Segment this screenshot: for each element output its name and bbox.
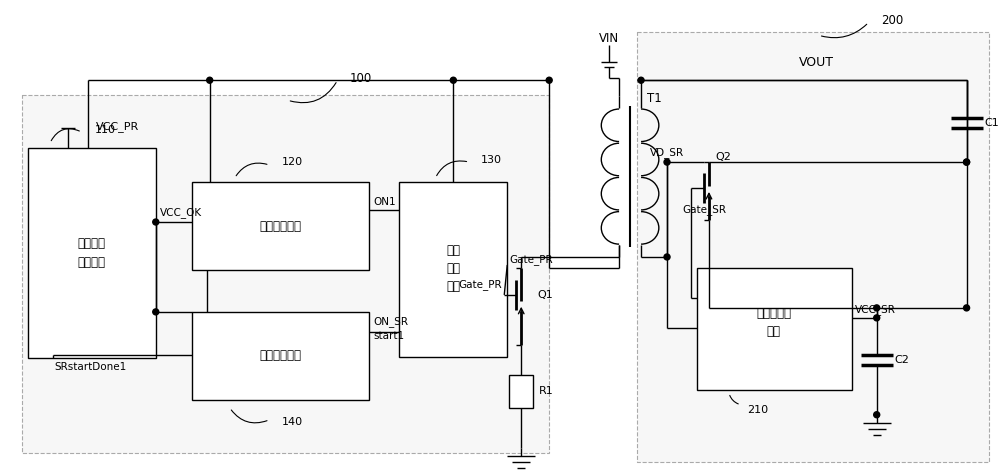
Circle shape bbox=[546, 77, 552, 83]
Text: C1: C1 bbox=[985, 118, 999, 128]
Text: R1: R1 bbox=[539, 386, 554, 396]
Circle shape bbox=[874, 412, 880, 418]
Text: 200: 200 bbox=[881, 14, 903, 27]
Circle shape bbox=[964, 305, 970, 311]
Bar bbox=[22, 95, 549, 453]
Text: SRstartDone1: SRstartDone1 bbox=[54, 362, 126, 372]
Text: 启动控制电路: 启动控制电路 bbox=[260, 349, 302, 362]
Bar bbox=[509, 375, 533, 408]
Circle shape bbox=[664, 254, 670, 260]
Text: VD_SR: VD_SR bbox=[650, 146, 684, 158]
Text: Gate_PR: Gate_PR bbox=[509, 254, 553, 266]
Circle shape bbox=[207, 77, 213, 83]
Text: 副边整流控
制器: 副边整流控 制器 bbox=[756, 308, 791, 338]
Text: Gate_SR: Gate_SR bbox=[682, 204, 726, 216]
Text: 140: 140 bbox=[282, 417, 303, 427]
Bar bbox=[399, 182, 507, 357]
Text: Gate_PR: Gate_PR bbox=[459, 279, 502, 291]
Text: 原边
驱动
电路: 原边 驱动 电路 bbox=[446, 244, 460, 293]
Circle shape bbox=[874, 315, 880, 321]
Circle shape bbox=[664, 159, 670, 165]
Circle shape bbox=[153, 219, 159, 225]
Text: VIN: VIN bbox=[599, 32, 619, 45]
Text: 130: 130 bbox=[481, 155, 502, 165]
Text: start1: start1 bbox=[373, 331, 405, 341]
Text: 210: 210 bbox=[747, 405, 768, 415]
Text: VCC_SR: VCC_SR bbox=[855, 304, 896, 316]
Text: VCC_OK: VCC_OK bbox=[160, 208, 202, 219]
Circle shape bbox=[964, 159, 970, 165]
Circle shape bbox=[638, 77, 644, 83]
Text: VCC_PR: VCC_PR bbox=[96, 121, 139, 131]
Text: T1: T1 bbox=[647, 92, 662, 105]
Circle shape bbox=[874, 305, 880, 311]
Text: Q1: Q1 bbox=[537, 290, 553, 300]
Text: Q2: Q2 bbox=[715, 152, 731, 162]
Text: ON1: ON1 bbox=[373, 197, 396, 207]
Text: 110: 110 bbox=[95, 125, 116, 135]
Text: 电压检测
输出电路: 电压检测 输出电路 bbox=[78, 237, 106, 269]
Circle shape bbox=[153, 309, 159, 315]
Text: ON_SR: ON_SR bbox=[373, 317, 408, 327]
Bar bbox=[192, 312, 369, 400]
Text: 原边控制电路: 原边控制电路 bbox=[260, 219, 302, 233]
Text: 120: 120 bbox=[282, 157, 303, 167]
Bar bbox=[28, 148, 156, 358]
Circle shape bbox=[450, 77, 456, 83]
Circle shape bbox=[964, 159, 970, 165]
Text: VOUT: VOUT bbox=[799, 56, 834, 69]
Text: C2: C2 bbox=[895, 355, 910, 365]
Bar bbox=[192, 182, 369, 270]
Bar bbox=[637, 32, 989, 462]
Bar bbox=[697, 268, 852, 390]
Text: 100: 100 bbox=[349, 72, 372, 85]
